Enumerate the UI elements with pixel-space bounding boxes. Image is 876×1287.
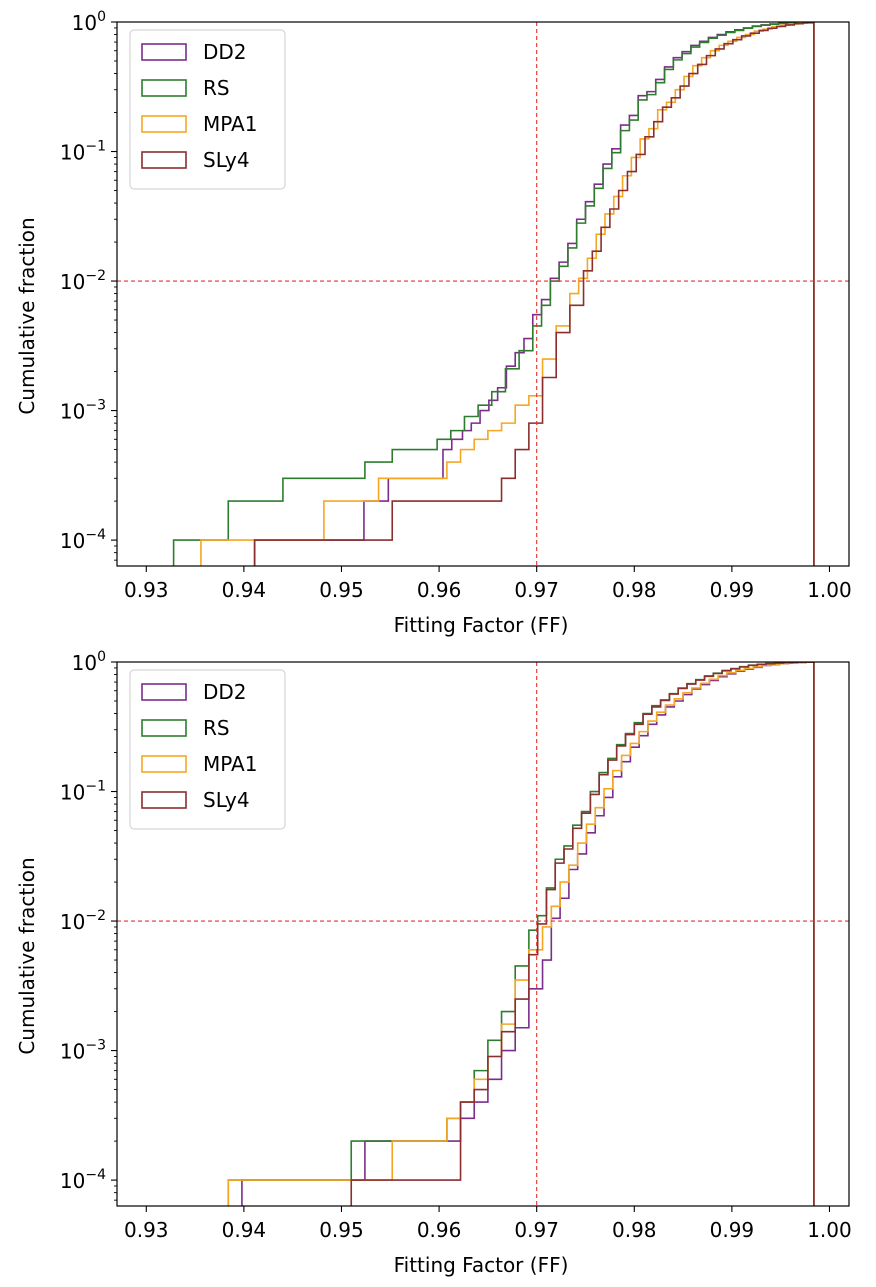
x-tick-label: 1.00 [807, 1218, 852, 1242]
series-line-sly4 [350, 662, 815, 1206]
legend-swatch-mpa1 [141, 115, 187, 133]
series-line-rs [172, 22, 815, 566]
y-tick-base: 10 [60, 1169, 85, 1193]
y-axis-label: Cumulative fraction [15, 217, 39, 414]
y-tick-label: 100 [72, 649, 106, 675]
y-tick-exponent: −2 [85, 908, 106, 924]
x-tick-label: 0.94 [222, 1218, 267, 1242]
legend-swatch-sly4 [141, 791, 187, 809]
legend-label-dd2: DD2 [203, 680, 247, 704]
x-tick-label: 0.97 [514, 578, 559, 602]
y-tick-base: 10 [60, 1040, 85, 1064]
legend [129, 29, 286, 190]
x-tick-label: 0.96 [417, 578, 462, 602]
x-tick-label: 0.98 [612, 1218, 657, 1242]
series-line-sly4 [253, 22, 815, 566]
y-tick-exponent: 0 [97, 649, 106, 665]
y-tick-label: 10−3 [60, 1038, 106, 1064]
y-tick-exponent: −2 [85, 268, 106, 284]
x-tick-label: 0.98 [612, 578, 657, 602]
y-tick-base: 10 [60, 400, 85, 424]
y-tick-label: 10−2 [60, 268, 106, 294]
y-tick-base: 10 [60, 141, 85, 165]
legend-swatch-mpa1 [141, 755, 187, 773]
y-tick-exponent: −1 [85, 779, 106, 795]
y-tick-label: 10−1 [60, 779, 106, 805]
y-tick-base: 10 [60, 270, 85, 294]
y-tick-exponent: −4 [85, 527, 106, 543]
chart-top: 0.93 0.94 0.95 0.96 0.97 0.98 0.99 1.0010010−11… [15, 9, 852, 637]
x-axis-label: Fitting Factor (FF) [394, 613, 569, 637]
x-tick-label: 0.93 [124, 578, 169, 602]
y-tick-label: 10−2 [60, 908, 106, 934]
x-axis-label: Fitting Factor (FF) [394, 1253, 569, 1277]
legend-label-mpa1: MPA1 [203, 112, 257, 136]
y-tick-exponent: −1 [85, 139, 106, 155]
x-tick-label: 0.95 [319, 1218, 364, 1242]
legend-label-sly4: SLy4 [203, 148, 250, 172]
y-tick-exponent: −3 [85, 1038, 106, 1054]
chart-bottom: 0.93 0.94 0.95 0.96 0.97 0.98 0.99 1.0010010−11… [15, 649, 852, 1277]
legend-label-mpa1: MPA1 [203, 752, 257, 776]
y-tick-label: 10−4 [60, 1167, 106, 1193]
y-tick-base: 10 [72, 651, 97, 675]
x-tick-label: 0.99 [710, 1218, 755, 1242]
legend-swatch-rs [141, 719, 187, 737]
legend-swatch-rs [141, 79, 187, 97]
y-tick-exponent: −3 [85, 398, 106, 414]
legend [129, 669, 286, 830]
series-line-mpa1 [227, 662, 815, 1206]
legend-swatch-sly4 [141, 151, 187, 169]
y-tick-label: 100 [72, 9, 106, 35]
y-tick-base: 10 [60, 781, 85, 805]
x-tick-label: 1.00 [807, 578, 852, 602]
y-tick-base: 10 [60, 910, 85, 934]
legend-label-rs: RS [203, 716, 230, 740]
y-tick-label: 10−1 [60, 139, 106, 165]
x-tick-label: 0.96 [417, 1218, 462, 1242]
x-tick-label: 0.93 [124, 1218, 169, 1242]
legend-swatch-dd2 [141, 683, 187, 701]
legend-label-dd2: DD2 [203, 40, 247, 64]
x-tick-label: 0.95 [319, 578, 364, 602]
y-tick-exponent: −4 [85, 1167, 106, 1183]
y-tick-exponent: 0 [97, 9, 106, 25]
y-tick-base: 10 [60, 529, 85, 553]
y-tick-label: 10−3 [60, 398, 106, 424]
x-tick-label: 0.97 [514, 1218, 559, 1242]
legend-swatch-dd2 [141, 43, 187, 61]
y-tick-label: 10−4 [60, 527, 106, 553]
y-tick-base: 10 [72, 11, 97, 35]
legend-label-sly4: SLy4 [203, 788, 250, 812]
y-axis-label: Cumulative fraction [15, 857, 39, 1054]
x-tick-label: 0.94 [222, 578, 267, 602]
legend-label-rs: RS [203, 76, 230, 100]
x-tick-label: 0.99 [710, 578, 755, 602]
